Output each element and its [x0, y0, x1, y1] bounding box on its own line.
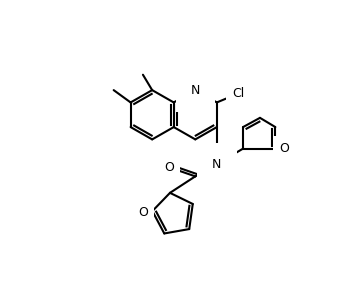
Text: N: N — [212, 158, 222, 171]
Text: O: O — [164, 161, 174, 174]
Text: N: N — [191, 84, 200, 97]
Text: Cl: Cl — [232, 87, 245, 100]
Text: O: O — [280, 142, 290, 155]
Text: O: O — [138, 206, 148, 219]
